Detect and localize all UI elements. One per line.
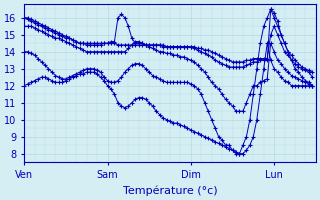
X-axis label: Température (°c): Température (°c): [123, 185, 217, 196]
